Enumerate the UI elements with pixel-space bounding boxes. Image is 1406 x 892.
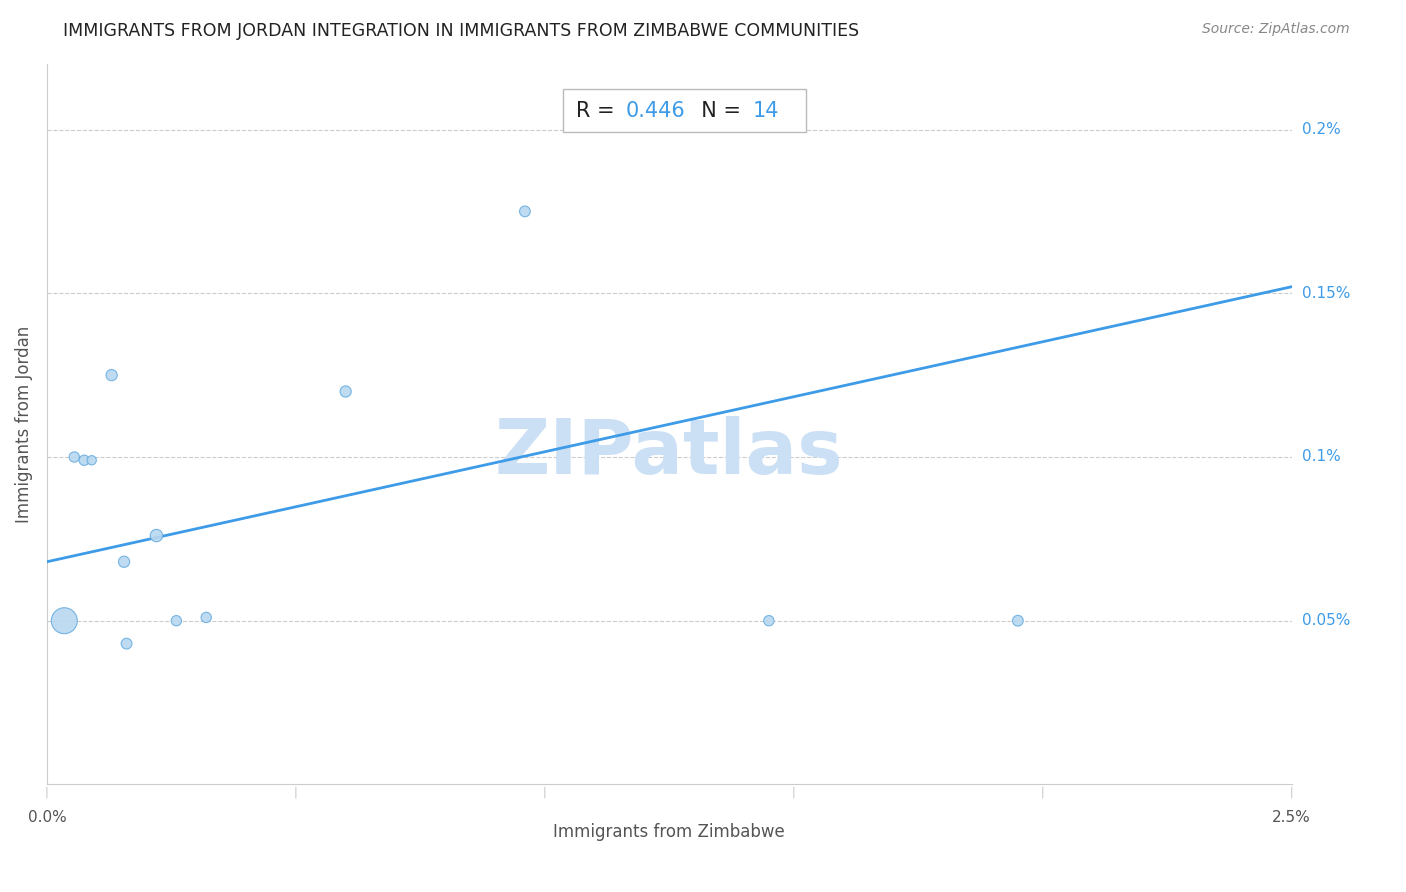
Text: Source: ZipAtlas.com: Source: ZipAtlas.com <box>1202 22 1350 37</box>
Point <box>335 384 357 399</box>
Text: IMMIGRANTS FROM JORDAN INTEGRATION IN IMMIGRANTS FROM ZIMBABWE COMMUNITIES: IMMIGRANTS FROM JORDAN INTEGRATION IN IM… <box>63 22 859 40</box>
Point <box>195 610 218 624</box>
Text: 14: 14 <box>752 101 779 121</box>
Text: R =: R = <box>576 101 621 121</box>
Point <box>165 614 187 628</box>
Text: 0.05%: 0.05% <box>1302 613 1350 628</box>
Point <box>100 368 122 383</box>
Text: N =: N = <box>688 101 748 121</box>
Text: 0.446: 0.446 <box>626 101 686 121</box>
Y-axis label: Immigrants from Jordan: Immigrants from Jordan <box>15 326 32 523</box>
Point <box>758 614 780 628</box>
Text: 0.2%: 0.2% <box>1302 122 1340 137</box>
Point <box>513 204 536 219</box>
Point <box>112 555 135 569</box>
Text: 0.1%: 0.1% <box>1302 450 1340 465</box>
Point <box>53 614 76 628</box>
Text: 0.15%: 0.15% <box>1302 285 1350 301</box>
Text: 2.5%: 2.5% <box>1272 810 1312 824</box>
Point <box>80 453 103 467</box>
Point <box>115 637 138 651</box>
Point <box>73 453 96 467</box>
FancyBboxPatch shape <box>564 89 806 133</box>
Text: ZIPatlas: ZIPatlas <box>495 416 844 490</box>
X-axis label: Immigrants from Zimbabwe: Immigrants from Zimbabwe <box>554 823 785 841</box>
Text: 0.0%: 0.0% <box>28 810 66 824</box>
Point <box>1007 614 1029 628</box>
Point <box>145 528 167 542</box>
Point <box>63 450 86 464</box>
